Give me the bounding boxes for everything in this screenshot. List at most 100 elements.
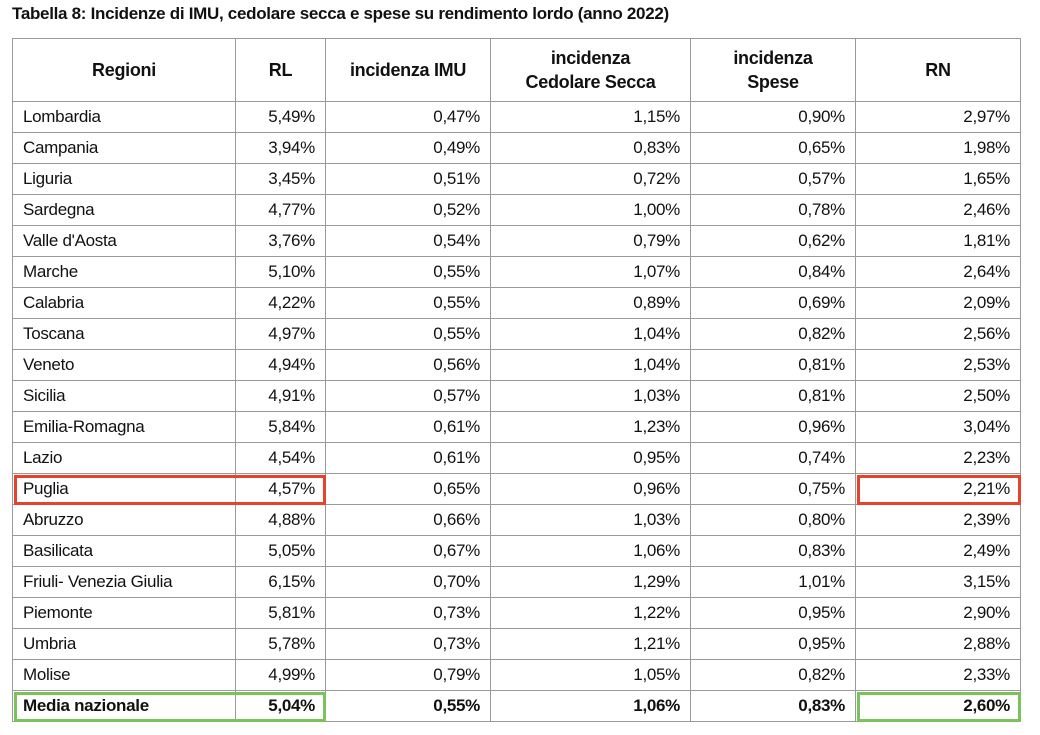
value-cell: 0,81% [690, 380, 856, 412]
value-cell: 0,80% [690, 504, 856, 536]
region-cell: Sardegna [12, 194, 236, 226]
table-row: Emilia-Romagna 5,84% 0,61% 1,23% 0,96% 3,04% [12, 411, 1021, 443]
value-cell: 1,03% [490, 504, 691, 536]
region-cell: Molise [12, 659, 236, 691]
value-cell: 0,83% [490, 132, 691, 164]
value-cell: 0,81% [690, 349, 856, 381]
region-cell: Toscana [12, 318, 236, 350]
value-cell: 4,94% [235, 349, 326, 381]
column-header: Regioni [12, 38, 236, 102]
value-cell: 0,79% [325, 659, 491, 691]
value-cell: 5,05% [235, 535, 326, 567]
region-cell: Puglia [12, 473, 236, 505]
value-cell: 1,21% [490, 628, 691, 660]
value-cell: 0,95% [490, 442, 691, 474]
value-cell: 4,22% [235, 287, 326, 319]
value-cell: 1,04% [490, 349, 691, 381]
value-cell: 2,50% [855, 380, 1021, 412]
value-cell: 0,95% [690, 597, 856, 629]
region-cell: Friuli- Venezia Giulia [12, 566, 236, 598]
table-row: Marche 5,10% 0,55% 1,07% 0,84% 2,64% [12, 256, 1021, 288]
value-cell: 4,91% [235, 380, 326, 412]
column-header: incidenza Cedolare Secca [490, 38, 691, 102]
total-value-cell: 1,06% [490, 690, 691, 722]
value-cell: 2,33% [855, 659, 1021, 691]
table-row: Toscana 4,97% 0,55% 1,04% 0,82% 2,56% [12, 318, 1021, 350]
region-cell: Calabria [12, 287, 236, 319]
value-cell: 1,23% [490, 411, 691, 443]
table-row: Campania 3,94% 0,49% 0,83% 0,65% 1,98% [12, 132, 1021, 164]
region-cell: Umbria [12, 628, 236, 660]
table-row: Valle d'Aosta 3,76% 0,54% 0,79% 0,62% 1,81% [12, 225, 1021, 257]
table-row: Lombardia 5,49% 0,47% 1,15% 0,90% 2,97% [12, 101, 1021, 133]
region-cell: Valle d'Aosta [12, 225, 236, 257]
region-cell: Abruzzo [12, 504, 236, 536]
value-cell: 5,49% [235, 101, 326, 133]
value-cell: 2,64% [855, 256, 1021, 288]
table-row: Basilicata 5,05% 0,67% 1,06% 0,83% 2,49% [12, 535, 1021, 567]
value-cell: 3,76% [235, 225, 326, 257]
column-header: RL [235, 38, 326, 102]
value-cell: 1,06% [490, 535, 691, 567]
value-cell: 3,45% [235, 163, 326, 195]
value-cell: 0,73% [325, 597, 491, 629]
value-cell: 0,78% [690, 194, 856, 226]
value-cell: 4,77% [235, 194, 326, 226]
value-cell: 3,94% [235, 132, 326, 164]
value-cell: 5,81% [235, 597, 326, 629]
value-cell: 2,49% [855, 535, 1021, 567]
value-cell: 0,55% [325, 318, 491, 350]
table-head: Regioni RL incidenza IMU incidenza Cedolare… [12, 38, 1021, 102]
value-cell: 5,84% [235, 411, 326, 443]
table-row: Umbria 5,78% 0,73% 1,21% 0,95% 2,88% [12, 628, 1021, 660]
table-row: Friuli- Venezia Giulia 6,15% 0,70% 1,29% 1,0… [12, 566, 1021, 598]
table-row: Puglia 4,57% 0,65% 0,96% 0,75% 2,21% [12, 473, 1021, 505]
total-label-cell: Media nazionale [12, 690, 236, 722]
column-header: RN [855, 38, 1021, 102]
value-cell: 4,97% [235, 318, 326, 350]
value-cell: 3,15% [855, 566, 1021, 598]
value-cell: 2,88% [855, 628, 1021, 660]
header-row: Regioni RL incidenza IMU incidenza Cedolare… [12, 38, 1021, 102]
value-cell: 0,55% [325, 256, 491, 288]
value-cell: 0,56% [325, 349, 491, 381]
value-cell: 0,54% [325, 225, 491, 257]
value-cell: 2,46% [855, 194, 1021, 226]
value-cell: 2,53% [855, 349, 1021, 381]
value-cell: 0,66% [325, 504, 491, 536]
value-cell: 6,15% [235, 566, 326, 598]
value-cell: 0,51% [325, 163, 491, 195]
value-cell: 2,23% [855, 442, 1021, 474]
value-cell: 0,61% [325, 411, 491, 443]
value-cell: 0,65% [325, 473, 491, 505]
value-cell: 2,97% [855, 101, 1021, 133]
table-row: Molise 4,99% 0,79% 1,05% 0,82% 2,33% [12, 659, 1021, 691]
value-cell: 0,79% [490, 225, 691, 257]
value-cell: 1,15% [490, 101, 691, 133]
value-cell: 0,84% [690, 256, 856, 288]
value-cell: 0,57% [690, 163, 856, 195]
value-cell: 2,21% [855, 473, 1021, 505]
region-cell: Piemonte [12, 597, 236, 629]
value-cell: 0,65% [690, 132, 856, 164]
value-cell: 2,09% [855, 287, 1021, 319]
value-cell: 1,65% [855, 163, 1021, 195]
value-cell: 5,78% [235, 628, 326, 660]
value-cell: 0,55% [325, 287, 491, 319]
table-row: Piemonte 5,81% 0,73% 1,22% 0,95% 2,90% [12, 597, 1021, 629]
value-cell: 0,67% [325, 535, 491, 567]
value-cell: 0,75% [690, 473, 856, 505]
total-value-cell: 0,55% [325, 690, 491, 722]
value-cell: 1,00% [490, 194, 691, 226]
table-body: Lombardia 5,49% 0,47% 1,15% 0,90% 2,97% Campan… [12, 101, 1021, 722]
value-cell: 0,96% [690, 411, 856, 443]
region-cell: Liguria [12, 163, 236, 195]
total-value-cell: 2,60% [855, 690, 1021, 722]
value-cell: 1,29% [490, 566, 691, 598]
table-title: Tabella 8: Incidenze di IMU, cedolare se… [12, 4, 669, 23]
value-cell: 0,47% [325, 101, 491, 133]
value-cell: 0,52% [325, 194, 491, 226]
region-cell: Lombardia [12, 101, 236, 133]
table-row: Veneto 4,94% 0,56% 1,04% 0,81% 2,53% [12, 349, 1021, 381]
